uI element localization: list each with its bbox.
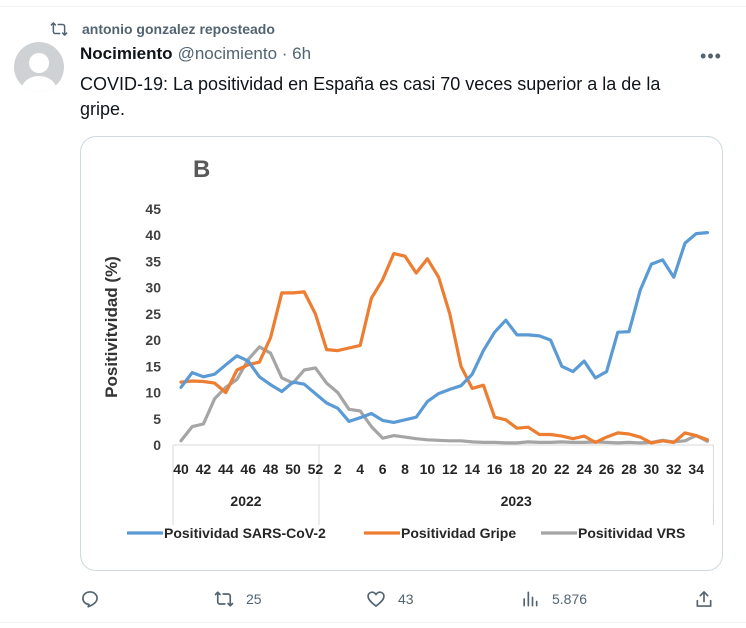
repost-count: 25 [246,591,262,607]
x-tick-label: 6 [379,461,387,477]
action-bar: 25 43 5.876 [0,585,746,615]
y-tick-label: 20 [145,332,161,348]
x-tick-label: 26 [599,461,615,477]
y-axis-label: Positivitvidad (%) [102,256,121,398]
reply-button[interactable] [80,585,100,613]
x-tick-label: 50 [285,461,301,477]
x-tick-label: 18 [509,461,525,477]
avatar-body-shape [21,76,57,92]
views-button[interactable]: 5.876 [520,585,587,613]
y-tick-label: 40 [145,227,161,243]
bottom-divider [0,622,746,623]
y-tick-label: 35 [145,253,161,269]
y-tick-label: 0 [153,437,161,453]
repost-context[interactable]: antonio gonzalez reposteado [50,18,275,40]
x-tick-label: 34 [688,461,704,477]
y-tick-label: 10 [145,385,161,401]
legend-label: Positividad SARS-CoV-2 [164,525,326,541]
y-tick-label: 15 [145,358,161,374]
x-tick-label: 16 [487,461,503,477]
year-group-label: 2022 [230,493,261,509]
legend-label: Positividad Gripe [401,525,516,541]
series-line-gripe [179,251,710,445]
tweet-text: COVID-19: La positividad en España es ca… [80,74,661,119]
y-tick-label: 45 [145,201,161,217]
series-line-sars-cov-2 [179,230,710,424]
x-tick-label: 24 [576,461,592,477]
media-card[interactable]: B Positivitvidad (%) 0 5 10 15 20 25 30 35 40 45 40 4… [80,136,723,571]
views-icon [523,591,538,607]
x-tick-label: 46 [240,461,256,477]
reply-icon [82,591,98,608]
tweet-header: Nocimiento @nocimiento · 6h [80,44,311,64]
y-tick-label: 25 [145,306,161,322]
repost-label: antonio gonzalez reposteado [82,21,275,37]
share-button[interactable] [694,585,714,613]
views-count: 5.876 [552,591,588,607]
x-tick-label: 32 [666,461,682,477]
author-name[interactable]: Nocimiento [80,44,173,63]
heart-icon [367,591,385,607]
x-tick-label: 4 [356,461,364,477]
x-tick-label: 52 [308,461,324,477]
x-tick-label: 10 [420,461,436,477]
positivity-chart: B Positivitvidad (%) 0 5 10 15 20 25 30 35 40 45 40 4… [102,156,714,541]
series-line-vrs [179,345,710,445]
repost-icon [50,22,68,36]
share-icon [696,591,712,607]
x-tick-label: 30 [644,461,660,477]
year-group-label: 2023 [501,493,532,509]
avatar[interactable] [14,42,64,92]
x-tick-label: 40 [173,461,189,477]
like-button[interactable]: 43 [366,585,414,613]
panel-label: B [193,156,210,183]
like-count: 43 [398,591,414,607]
x-tick-label: 2 [334,461,342,477]
repost-icon [214,591,234,607]
x-tick-label: 20 [532,461,548,477]
top-divider [0,6,746,7]
author-handle-time[interactable]: @nocimiento · 6h [177,44,312,63]
avatar-head-shape [29,53,49,73]
x-tick-label: 42 [196,461,212,477]
more-icon[interactable]: ••• [700,45,722,66]
y-tick-label: 5 [153,411,161,427]
x-tick-label: 8 [401,461,409,477]
repost-button[interactable]: 25 [214,585,262,613]
x-tick-label: 14 [464,461,480,477]
x-tick-label: 48 [263,461,279,477]
x-tick-label: 28 [621,461,637,477]
y-tick-label: 30 [145,280,161,296]
x-tick-label: 44 [218,461,234,477]
x-tick-label: 12 [442,461,458,477]
x-tick-label: 22 [554,461,570,477]
legend-label: Positividad VRS [578,525,685,541]
